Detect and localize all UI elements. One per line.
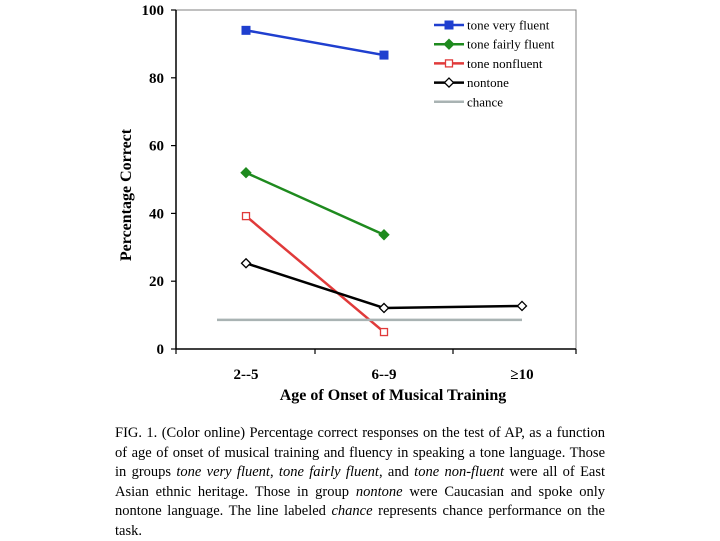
data-point — [240, 257, 252, 269]
legend-label: tone fairly fluent — [467, 37, 555, 52]
data-point — [379, 327, 389, 337]
series-tone-nonfluent — [241, 211, 389, 337]
caption-group-name: tone non-fluent — [414, 464, 505, 480]
legend: tone very fluent tone fairly fluent tone n… — [434, 18, 555, 109]
legend-label: chance — [467, 94, 503, 109]
y-tick-label: 40 — [149, 206, 164, 222]
series-line-nontone — [245, 262, 523, 310]
x-tick-label: ≥10 — [510, 367, 533, 383]
legend-item-nontone: nontone — [434, 75, 509, 90]
series-layer — [217, 25, 528, 337]
series-tone-very-fluent — [241, 25, 389, 60]
y-tick-label: 60 — [149, 139, 164, 155]
data-point — [516, 300, 528, 312]
legend-label: tone nonfluent — [467, 56, 543, 71]
series-tone-fairly-fluent — [240, 167, 390, 241]
data-point — [240, 167, 252, 179]
x-axis-title: Age of Onset of Musical Training — [280, 387, 507, 404]
series-line-tone-very-fluent — [245, 29, 385, 57]
y-tick-label: 20 — [149, 274, 164, 290]
y-axis-title: Percentage Correct — [118, 128, 135, 261]
series-line-tone-fairly-fluent — [245, 171, 385, 236]
x-tick-label: 6--9 — [372, 367, 397, 383]
caption-text: , and — [378, 464, 415, 480]
data-point — [241, 211, 251, 221]
caption-text: were Caucasian and spoke only nontone la… — [115, 483, 605, 520]
legend-item-tone-nonfluent: tone nonfluent — [434, 56, 543, 71]
y-tick-label: 100 — [142, 3, 165, 19]
data-point — [378, 302, 390, 314]
data-point — [241, 25, 251, 35]
series-line-tone-nonfluent — [245, 215, 385, 334]
caption-group-name: chance — [331, 503, 373, 519]
figure-caption: FIG. 1. (Color online) Percentage correc… — [115, 424, 605, 541]
legend-label: nontone — [467, 75, 509, 90]
legend-label: tone very fluent — [467, 18, 550, 33]
legend-item-chance: chance — [434, 94, 503, 109]
caption-text: represents chance performance on the tas… — [115, 503, 605, 539]
caption-group-name: nontone — [355, 483, 403, 500]
caption-text: , — [269, 464, 279, 480]
legend-marker — [444, 20, 454, 30]
plot-area — [175, 9, 577, 350]
legend-item-tone-very-fluent: tone very fluent — [434, 18, 550, 33]
caption-text: FIG. 1. (Color online) Percentage correc… — [115, 425, 605, 480]
x-tick-label: 2--5 — [234, 367, 259, 383]
legend-marker — [443, 38, 455, 50]
series-nontone — [240, 257, 528, 314]
x-axis: 2--5 6--9 ≥10 — [175, 349, 577, 383]
data-point — [379, 50, 389, 60]
legend-item-tone-fairly-fluent: tone fairly fluent — [434, 37, 555, 52]
caption-text: were all of East Asian ethnic heritage. … — [115, 464, 606, 500]
caption-group-name: tone fairly fluent — [278, 464, 379, 480]
legend-marker — [444, 59, 454, 68]
data-point — [378, 229, 390, 241]
y-tick-label: 0 — [157, 342, 165, 358]
y-tick-label: 80 — [149, 71, 164, 87]
chart: 0 20 40 60 80 100 2--5 6--9 ≥10 tone very fluen… — [118, 3, 577, 404]
caption-group-name: tone very fluent — [176, 464, 270, 480]
legend-marker — [443, 77, 455, 89]
y-axis: 0 20 40 60 80 100 — [142, 3, 176, 358]
